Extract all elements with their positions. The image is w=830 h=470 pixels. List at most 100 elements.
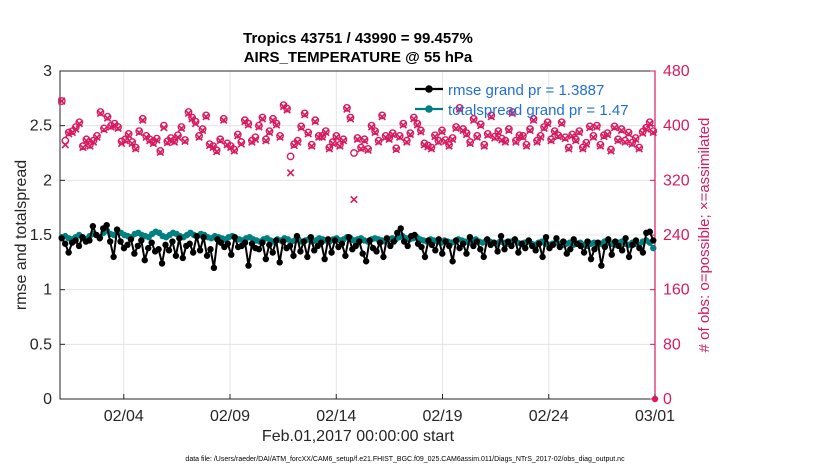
assimilated-obs-marker	[557, 119, 566, 128]
rmse-point	[279, 238, 287, 245]
rmse-point	[352, 242, 359, 250]
possible-obs-marker	[624, 128, 633, 137]
rmse-point	[435, 236, 442, 243]
assimilated-obs-marker	[138, 116, 147, 124]
possible-obs-marker	[283, 104, 291, 113]
rmse-point	[193, 232, 200, 240]
rmse-point	[425, 237, 432, 244]
possible-obs-marker	[103, 112, 112, 121]
assimilated-obs-marker	[343, 105, 351, 114]
x-tick-label: 02/24	[529, 408, 569, 425]
rmse-point	[89, 223, 97, 230]
y-axis-right-label: # of obs: o=possible; ×=assimilated	[696, 118, 713, 353]
rmse-point	[511, 236, 519, 243]
footer-data-file: data file: /Users/raeder/DAI/ATM_forcXX/…	[185, 456, 625, 463]
assimilated-obs-marker	[160, 123, 168, 132]
y-axis-label: rmse and totalspread	[13, 160, 30, 310]
possible-obs-marker	[561, 133, 570, 142]
assimilated-obs-marker	[107, 123, 115, 131]
rmse-point	[515, 249, 522, 256]
y-tick-right-label: 240	[663, 227, 690, 244]
assimilated-obs-marker	[392, 145, 400, 154]
legend: rmse grand pr = 1.3887 totalspread grand…	[415, 82, 629, 119]
assimilated-obs-marker	[114, 124, 122, 133]
assimilated-obs-marker	[297, 123, 305, 132]
possible-obs-marker	[184, 108, 193, 116]
assimilated-obs-marker	[181, 137, 189, 146]
possible-obs-marker	[649, 127, 658, 136]
rmse-point	[445, 242, 453, 250]
assimilated-obs-marker	[205, 141, 214, 150]
assimilated-obs-marker	[498, 136, 506, 144]
possible-obs-marker	[177, 123, 186, 131]
possible-obs-marker	[325, 143, 334, 152]
rmse-point	[297, 248, 304, 255]
rmse-point	[390, 238, 398, 245]
possible-obs-marker	[360, 135, 369, 144]
assimilated-obs-marker	[244, 121, 253, 129]
rmse-point	[504, 238, 512, 245]
assimilated-obs-marker	[586, 123, 594, 132]
assimilated-obs-marker	[374, 138, 383, 146]
assimilated-obs-marker	[57, 97, 66, 105]
assimilated-obs-marker	[491, 134, 499, 142]
possible-obs-marker	[138, 114, 147, 123]
assimilated-obs-marker	[593, 123, 601, 131]
possible-obs-marker	[374, 136, 383, 145]
assimilated-obs-marker	[283, 106, 291, 114]
assimilated-obs-marker	[286, 169, 295, 177]
assimilated-obs-marker	[72, 125, 80, 133]
possible-obs-marker	[121, 135, 130, 144]
assimilated-obs-marker	[293, 138, 302, 146]
possible-obs-marker	[607, 145, 615, 154]
rmse-point	[345, 233, 353, 241]
possible-obs-marker	[339, 135, 348, 144]
rmse-point	[459, 240, 467, 247]
x-tick-label: 02/04	[104, 408, 144, 425]
rmse-point	[189, 249, 197, 256]
assimilated-obs-marker	[554, 132, 562, 141]
totalspread-point	[650, 244, 657, 252]
rmse-point	[549, 241, 557, 249]
assimilated-obs-marker	[399, 121, 408, 129]
possible-obs-marker	[431, 131, 439, 140]
possible-obs-marker	[367, 121, 376, 130]
rmse-point	[411, 231, 418, 239]
rmse-point	[439, 250, 446, 257]
possible-obs-marker	[251, 133, 260, 142]
assimilated-obs-marker	[170, 138, 179, 146]
possible-obs-marker	[445, 140, 453, 149]
possible-obs-marker	[642, 123, 651, 132]
assimilated-obs-marker	[269, 116, 277, 124]
rmse-point	[639, 249, 647, 256]
series-rmse	[58, 221, 657, 271]
possible-obs-marker	[357, 143, 365, 152]
assimilated-obs-marker	[561, 134, 569, 143]
rmse-point	[141, 256, 148, 264]
rmse-point	[442, 238, 449, 245]
possible-obs-marker	[57, 97, 66, 105]
assimilated-obs-marker	[339, 136, 348, 145]
rmse-point	[383, 235, 391, 242]
assimilated-obs-marker	[188, 115, 196, 123]
possible-obs-marker	[575, 127, 584, 136]
rmse-point	[75, 242, 83, 250]
possible-obs-marker	[202, 111, 211, 120]
legend-spread-marker	[425, 105, 433, 113]
rmse-point	[587, 255, 595, 263]
rmse-point	[650, 237, 657, 244]
assimilated-obs-marker	[501, 138, 510, 146]
possible-obs-marker	[216, 135, 225, 144]
y-tick-right-label: 0	[663, 391, 672, 408]
possible-obs-marker	[554, 131, 563, 140]
possible-obs-marker	[529, 114, 538, 123]
rmse-point	[179, 254, 187, 262]
assimilated-obs-marker	[649, 128, 658, 137]
possible-obs-marker	[557, 118, 566, 127]
rmse-point	[646, 228, 654, 235]
rmse-point	[106, 238, 114, 245]
assimilated-obs-marker	[304, 130, 312, 138]
assimilated-obs-marker	[406, 130, 415, 139]
assimilated-obs-marker	[311, 117, 320, 126]
rmse-point	[449, 258, 456, 265]
